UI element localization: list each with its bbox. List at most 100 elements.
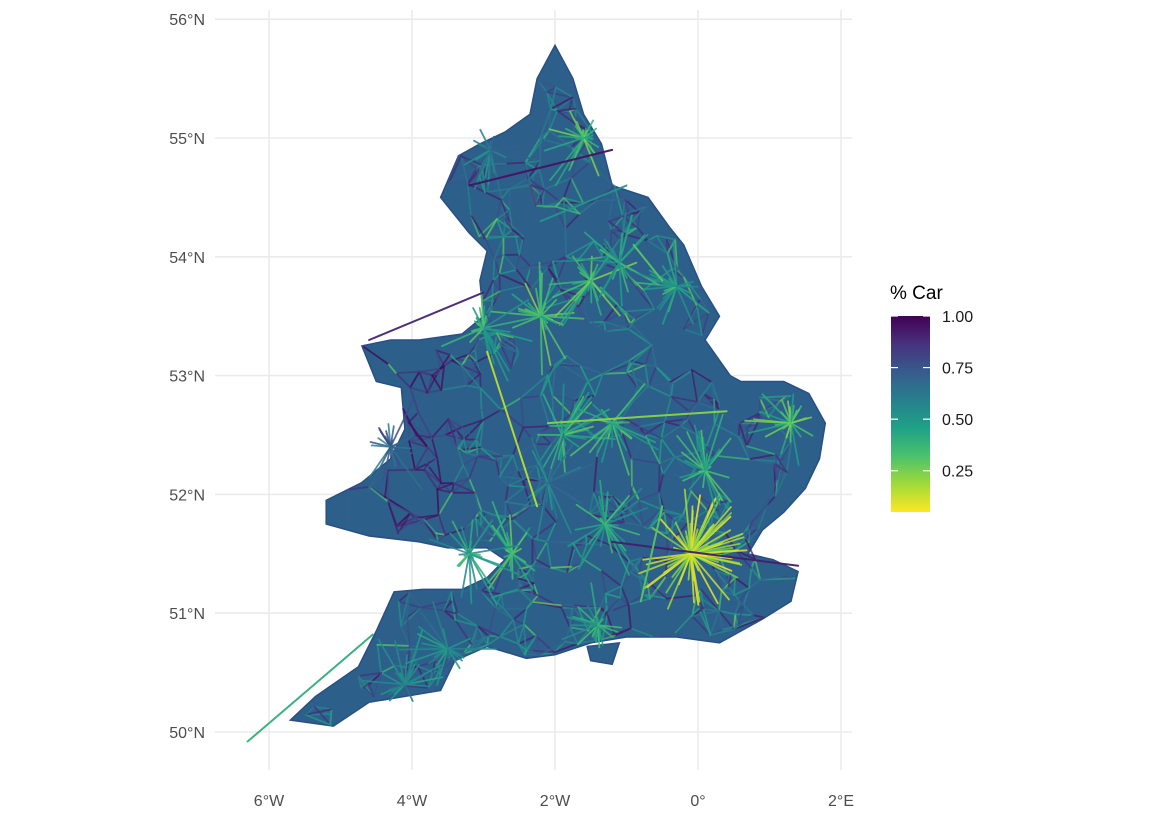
flow-line: [582, 129, 588, 139]
flow-line: [604, 592, 622, 599]
flow-line: [655, 234, 677, 241]
flow-line: [498, 273, 501, 293]
flow-line: [661, 285, 678, 325]
flow-line: [495, 459, 501, 478]
flow-line: [609, 229, 613, 248]
flow-line: [745, 426, 749, 448]
flow-line: [619, 585, 623, 599]
flow-line: [658, 491, 663, 511]
flow-line: [466, 360, 478, 387]
flow-line: [554, 279, 592, 317]
flow-line: [647, 239, 669, 255]
flow-line: [690, 368, 699, 403]
flow-line: [604, 523, 614, 554]
flow-line: [548, 279, 592, 286]
flow-line: [509, 516, 534, 540]
flow-line: [642, 593, 651, 600]
legend-ticks: 1.00 0.75 0.50 0.25: [891, 309, 973, 481]
flow-line: [638, 556, 643, 576]
flow-line: [480, 408, 485, 421]
flow-line: [511, 532, 528, 555]
flow-line: [547, 481, 572, 488]
flow-line: [546, 410, 728, 425]
flow-line: [706, 503, 712, 512]
flow-line: [696, 305, 703, 337]
flow-line: [423, 518, 438, 535]
flow-line: [673, 456, 697, 470]
flow-line: [733, 576, 736, 596]
flow-line: [704, 469, 730, 479]
flow-line: [622, 211, 641, 234]
flow-line: [397, 512, 412, 535]
flow-line: [578, 199, 598, 215]
flow-line: [539, 315, 558, 325]
flow-line: [514, 233, 521, 256]
flow-line: [535, 287, 542, 318]
flow-line: [603, 303, 619, 323]
flow-line: [363, 346, 390, 366]
flow-line: [647, 508, 663, 531]
flow-line: [416, 633, 449, 650]
flow-line: [468, 552, 498, 605]
flow-line: [490, 570, 503, 599]
flow-line: [443, 591, 453, 612]
flow-line: [462, 509, 480, 530]
flow-line: [660, 437, 676, 459]
y-tick-label: 52°N: [169, 487, 205, 504]
flow-line: [495, 209, 511, 220]
flow-line: [675, 285, 710, 314]
flow-line: [738, 587, 750, 603]
y-tick-label: 56°N: [169, 12, 205, 29]
flow-line: [565, 127, 585, 139]
flow-line: [407, 421, 433, 439]
flow-line: [675, 285, 692, 295]
flow-line: [498, 268, 518, 276]
flow-line: [479, 128, 492, 151]
flow-line: [604, 507, 648, 525]
flow-line: [586, 321, 607, 333]
flow-line: [690, 552, 701, 603]
flow-line: [577, 305, 599, 329]
x-tick-label: 4°W: [397, 793, 428, 810]
flow-line: [565, 354, 582, 367]
flow-line: [683, 488, 692, 555]
flow-line: [556, 109, 576, 125]
flow-line: [440, 365, 446, 391]
flow-line: [502, 218, 507, 238]
flow-line: [548, 109, 559, 132]
flow-line: [480, 590, 503, 596]
flow-line: [460, 364, 482, 390]
flow-line: [499, 618, 515, 638]
flow-line: [597, 618, 604, 626]
flow-line: [436, 488, 440, 516]
flow-line: [492, 257, 496, 282]
flow-line: [522, 426, 541, 434]
flow-line: [604, 523, 640, 536]
flow-line: [402, 407, 418, 436]
flow-line: [522, 425, 551, 429]
flow-line: [440, 384, 468, 391]
flow-line: [539, 315, 585, 320]
flow-line: [418, 367, 442, 373]
flow-line: [512, 618, 520, 645]
flow-line: [460, 364, 482, 375]
flow-line: [524, 161, 532, 186]
flow-line: [700, 588, 720, 612]
flow-line: [551, 259, 579, 263]
flow-line: [638, 425, 663, 440]
flow-line: [661, 265, 678, 288]
flow-line: [650, 344, 658, 368]
flow-line: [417, 391, 429, 414]
flow-line: [594, 372, 604, 397]
flow-line: [595, 198, 626, 202]
flow-line: [697, 607, 712, 636]
flow-line: [561, 401, 593, 436]
flow-line: [535, 635, 541, 656]
flow-line: [679, 424, 698, 436]
flow-line: [682, 328, 703, 337]
flow-line: [476, 625, 490, 637]
flow-line: [482, 327, 509, 382]
flow-line: [389, 398, 415, 448]
flow-line: [468, 477, 477, 494]
flow-line: [436, 482, 455, 491]
